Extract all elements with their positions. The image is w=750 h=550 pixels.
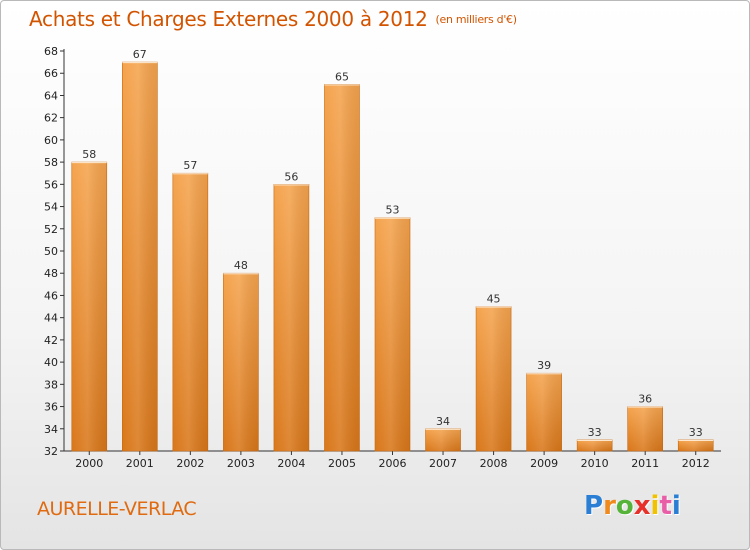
x-tick-label: 2004 (277, 457, 305, 470)
chart-title-text: Achats et Charges Externes 2000 à 2012 (29, 7, 428, 31)
y-tick-label: 38 (44, 378, 58, 391)
bar-shine-2002 (172, 173, 208, 451)
y-tick-label: 58 (44, 156, 58, 169)
y-tick-label: 32 (44, 445, 58, 458)
proxiti-logo: Proxiti (584, 491, 681, 521)
x-tick-label: 2000 (75, 457, 103, 470)
y-tick-label: 44 (44, 312, 58, 325)
data-label-2006: 53 (386, 204, 400, 217)
y-tick-label: 64 (44, 89, 58, 102)
data-label-2002: 57 (183, 159, 197, 172)
y-tick-label: 40 (44, 356, 58, 369)
logo-letter: o (615, 491, 634, 521)
data-label-2008: 45 (487, 293, 501, 306)
x-tick-label: 2011 (631, 457, 659, 470)
logo-letter: i (650, 491, 660, 521)
x-tick-label: 2002 (176, 457, 204, 470)
bar-shine-2011 (627, 406, 663, 451)
bar-shine-2007 (425, 428, 461, 451)
data-label-2000: 58 (82, 148, 96, 161)
bar-shine-2009 (526, 373, 562, 451)
bar-shine-2004 (273, 184, 309, 452)
commune-name: AURELLE-VERLAC (37, 498, 197, 520)
logo-letter: P (584, 491, 604, 521)
y-tick-label: 68 (44, 45, 58, 58)
data-label-2012: 33 (689, 426, 703, 439)
y-tick-label: 46 (44, 289, 58, 302)
bar-shine-2010 (577, 439, 613, 451)
bar-shine-2008 (476, 306, 512, 451)
data-label-2009: 39 (537, 359, 551, 372)
x-tick-label: 2003 (227, 457, 255, 470)
y-tick-label: 34 (44, 423, 58, 436)
logo-letter: i (671, 491, 681, 521)
chart-axes: 32 34 36 38 40 42 44 46 48 50 52 54 56 58 60 62 64 66 68 20… (44, 45, 721, 470)
chart-subtitle: (en milliers d'€) (435, 13, 517, 26)
data-label-2011: 36 (638, 393, 652, 406)
chart-title: Achats et Charges Externes 2000 à 2012 (e… (29, 7, 517, 31)
bar-shine-2005 (324, 84, 360, 451)
y-tick-label: 66 (44, 67, 58, 80)
x-tick-label: 2006 (379, 457, 407, 470)
y-tick-label: 60 (44, 134, 58, 147)
x-tick-label: 2012 (682, 457, 710, 470)
bar-shine-2001 (122, 62, 158, 451)
y-tick-label: 50 (44, 245, 58, 258)
logo-letter: t (659, 491, 672, 521)
y-tick-label: 42 (44, 334, 58, 347)
y-tick-label: 36 (44, 401, 58, 414)
x-tick-label: 2007 (429, 457, 457, 470)
bar-shine-2006 (375, 217, 410, 451)
y-tick-label: 48 (44, 267, 58, 280)
data-label-2004: 56 (284, 170, 298, 183)
data-label-2003: 48 (234, 259, 248, 272)
x-tick-label: 2005 (328, 457, 356, 470)
y-tick-label: 56 (44, 178, 58, 191)
x-tick-label: 2001 (126, 457, 154, 470)
y-tick-label: 62 (44, 112, 58, 125)
y-tick-label: 54 (44, 201, 58, 214)
bar-shine-2003 (223, 273, 259, 451)
data-label-2007: 34 (436, 415, 450, 428)
x-tick-label: 2010 (581, 457, 609, 470)
logo-letter: r (603, 491, 616, 521)
chart-bars (71, 61, 714, 452)
data-label-2001: 67 (133, 48, 147, 61)
y-tick-label: 52 (44, 223, 58, 236)
chart-data-labels: 58 67 57 48 56 65 53 34 45 39 33 36 33 (82, 48, 702, 439)
data-label-2005: 65 (335, 70, 349, 83)
bar-shine-2000 (71, 162, 107, 451)
logo-letter: x (633, 491, 651, 521)
data-label-2010: 33 (588, 426, 602, 439)
x-tick-label: 2009 (530, 457, 558, 470)
bar-shine-2012 (678, 439, 714, 451)
x-tick-label: 2008 (480, 457, 508, 470)
